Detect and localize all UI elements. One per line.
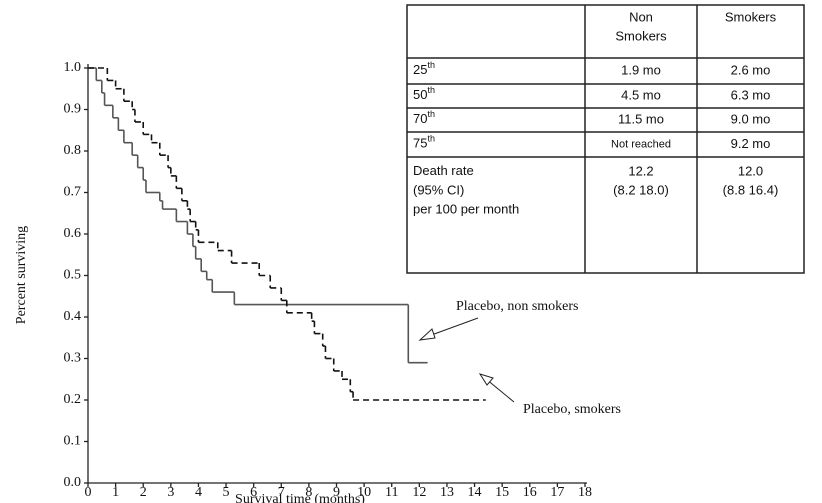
x-tick-label: 4 <box>195 485 202 500</box>
table-cell: Smokers <box>615 28 667 43</box>
row-label: per 100 per month <box>413 201 519 216</box>
row-label-text: Death rate <box>413 163 474 178</box>
x-tick-label: 9 <box>333 485 340 500</box>
y-tick-label: 0.6 <box>64 226 82 241</box>
x-tick-label: 14 <box>468 485 482 500</box>
table-cell: Smokers <box>725 9 777 24</box>
table-cell: 4.5 mo <box>621 87 661 102</box>
table-cell: 11.5 mo <box>618 111 664 126</box>
survival-curve <box>88 67 486 401</box>
table-cell: 9.0 mo <box>731 111 771 126</box>
x-tick-label: 6 <box>250 485 257 500</box>
row-label: 75th <box>413 134 435 151</box>
row-label: (95% CI) <box>413 182 464 197</box>
row-label-text: 25 <box>413 62 427 77</box>
table-cell: 2.6 mo <box>731 62 771 77</box>
y-tick-label: 1.0 <box>64 60 82 75</box>
row-label-text: 50 <box>413 87 427 102</box>
table-border <box>406 4 805 274</box>
y-axis-title: Percent surviving <box>14 226 29 324</box>
x-tick-label: 11 <box>385 485 398 500</box>
annotation: Placebo, non smokers <box>456 299 578 314</box>
table-cell: 12.0 <box>738 163 763 178</box>
x-tick-label: 16 <box>523 485 537 500</box>
table-cell: 9.2 mo <box>731 136 771 151</box>
y-tick-label: 0.0 <box>64 475 82 490</box>
x-tick-label: 17 <box>550 485 564 500</box>
row-label: 50th <box>413 85 435 102</box>
row-label-text: 75 <box>413 136 427 151</box>
table-cell: 12.2 <box>628 163 653 178</box>
row-label-text: 70 <box>413 111 427 126</box>
x-tick-label: 1 <box>112 485 119 500</box>
x-tick-label: 12 <box>412 485 426 500</box>
x-tick-label: 0 <box>85 485 92 500</box>
y-tick-label: 0.9 <box>64 102 82 117</box>
row-label-sup: th <box>427 134 435 144</box>
table-cell: Non <box>629 9 653 24</box>
y-tick-label: 0.3 <box>64 351 82 366</box>
y-tick-label: 0.5 <box>64 268 82 283</box>
table-cell: (8.8 16.4) <box>723 182 779 197</box>
x-tick-label: 8 <box>305 485 312 500</box>
x-tick-label: 15 <box>495 485 509 500</box>
survival-curve <box>88 67 428 364</box>
x-tick-label: 7 <box>278 485 285 500</box>
table-cell: 6.3 mo <box>731 87 771 102</box>
y-tick-label: 0.2 <box>64 392 82 407</box>
row-label-sup: th <box>427 109 435 119</box>
x-tick-label: 18 <box>578 485 592 500</box>
row-label: 25th <box>413 60 435 77</box>
table-cell: (8.2 18.0) <box>613 182 669 197</box>
table-cell: Not reached <box>611 138 671 150</box>
x-tick-label: 3 <box>167 485 174 500</box>
y-tick-label: 0.4 <box>64 309 82 324</box>
row-label-sup: th <box>427 85 435 95</box>
y-tick-label: 0.1 <box>64 434 82 449</box>
row-label-sup: th <box>427 60 435 70</box>
row-label: 70th <box>413 109 435 126</box>
x-tick-label: 13 <box>440 485 454 500</box>
annotation: Placebo, smokers <box>523 402 621 417</box>
table-cell: 1.9 mo <box>621 62 661 77</box>
y-tick-label: 0.8 <box>64 143 82 158</box>
row-label: Death rate <box>413 163 474 178</box>
x-tick-label: 10 <box>357 485 371 500</box>
x-tick-label: 5 <box>223 485 230 500</box>
x-tick-label: 2 <box>140 485 147 500</box>
annotation-arrow <box>418 317 515 403</box>
x-axis-title: Survival time (months) <box>235 492 365 503</box>
y-tick-label: 0.7 <box>64 185 82 200</box>
